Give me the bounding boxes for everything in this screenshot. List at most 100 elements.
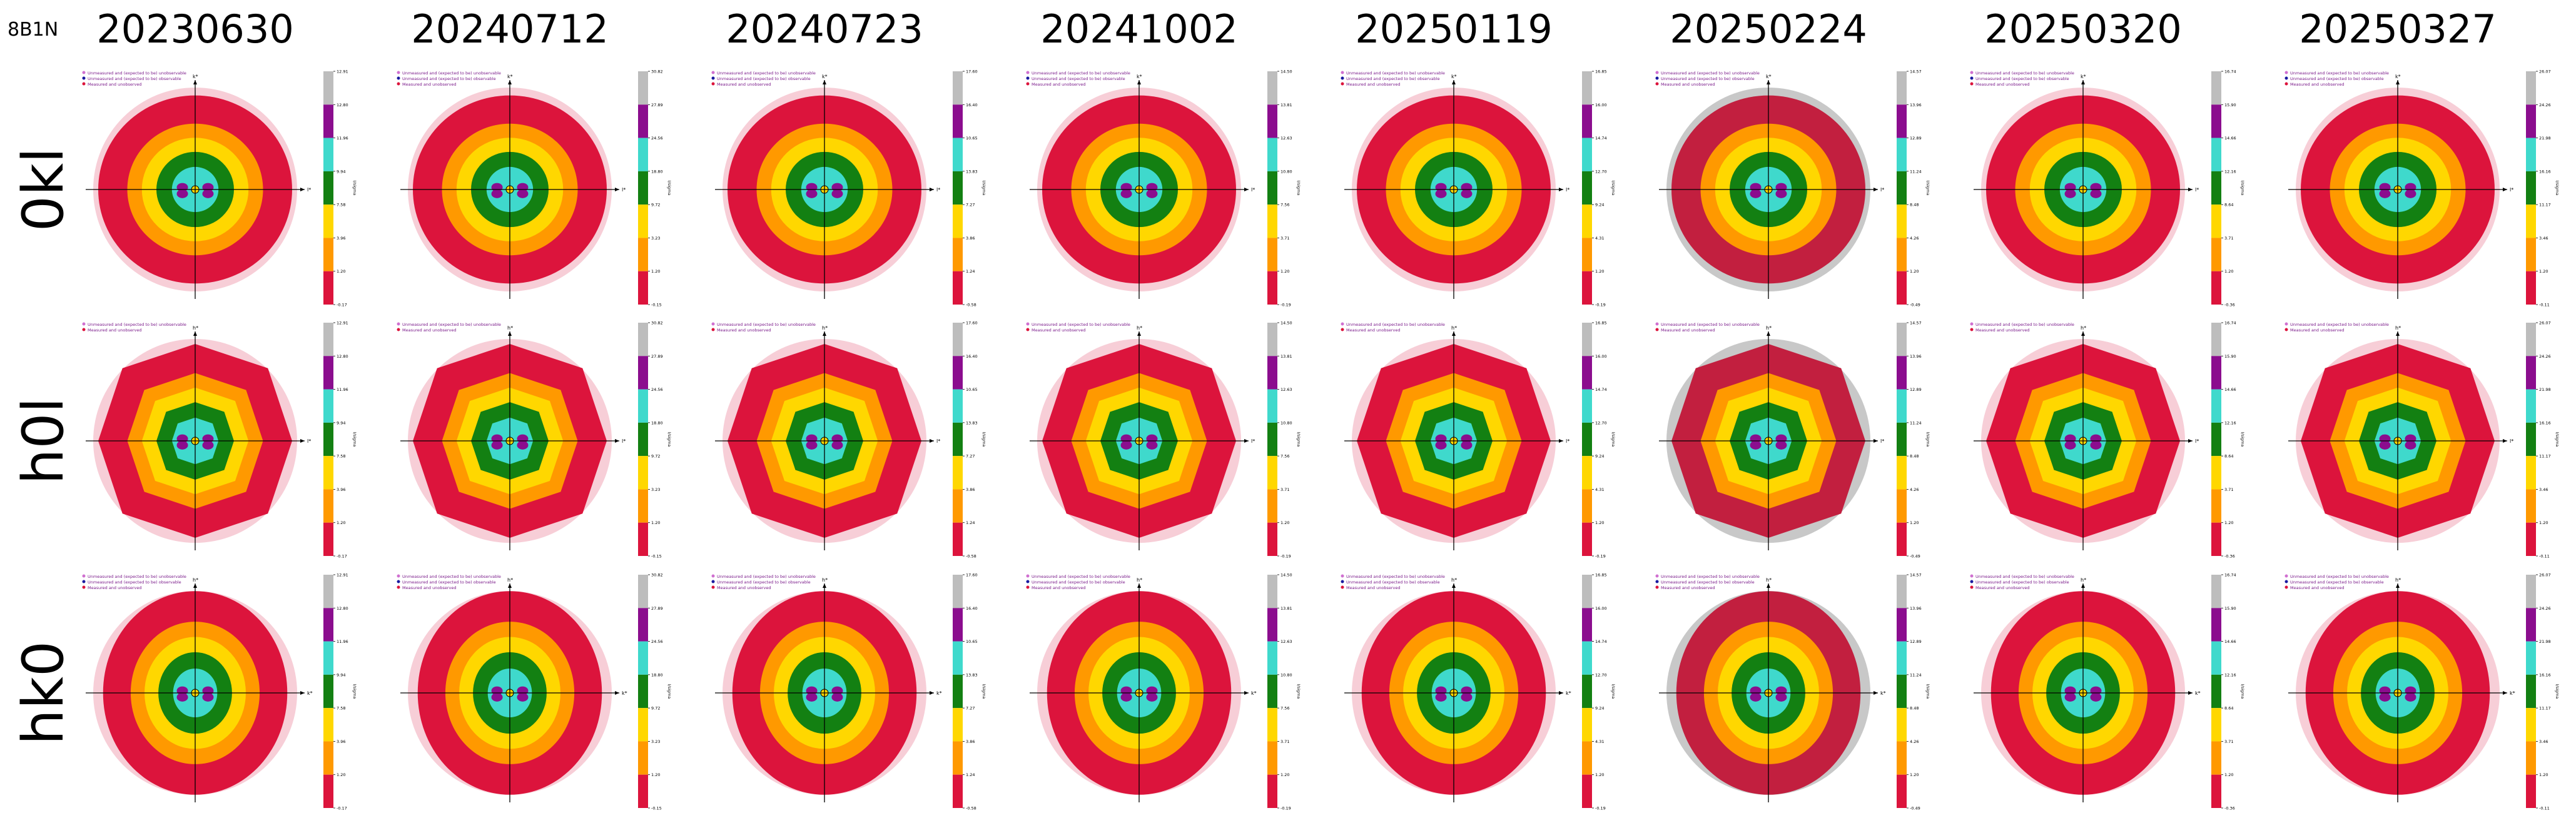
legend-entry: Measured and unobserved: [2290, 328, 2344, 333]
colorbar-tick-label: 8.64: [2224, 706, 2233, 711]
colorbar-segment: [1897, 138, 1907, 171]
legend-entry: Unmeasured and (expected to be) observab…: [88, 76, 181, 81]
colorbar-segment: [638, 456, 648, 490]
axis-arrow: [823, 583, 826, 588]
colorbar-segment: [953, 356, 963, 390]
colorbar-segment: [2526, 456, 2536, 490]
high-intensity-spot: [1775, 440, 1787, 450]
colorbar-tick-label: 12.70: [1595, 169, 1607, 174]
colorbar-tick-label: 7.58: [337, 203, 345, 208]
legend-marker: [397, 322, 400, 326]
colorbar-tick-label: 10.65: [966, 136, 978, 141]
axis-arrow: [2503, 691, 2507, 695]
axis-label: h*: [822, 577, 828, 583]
colorbar-tick-label: 16.16: [2539, 169, 2551, 174]
legend-marker: [82, 71, 86, 74]
colorbar-segment: [1267, 708, 1277, 742]
axis-label: k*: [936, 690, 942, 696]
colorbar-tick-label: -0.49: [1910, 303, 1920, 308]
colorbar-tick-label: 9.94: [337, 672, 345, 677]
high-intensity-spot: [2090, 189, 2102, 198]
colorbar-segment: [953, 641, 963, 675]
colorbar-tick-label: -0.58: [966, 806, 976, 811]
colorbar-tick-label: 12.16: [2224, 672, 2236, 677]
colorbar-segment: [638, 422, 648, 457]
axis-arrow: [1559, 691, 1563, 695]
colorbar-segment: [323, 575, 333, 608]
colorbar-segment: [2211, 422, 2221, 457]
colorbar-segment: [2526, 104, 2536, 138]
colorbar-label: I/sigma: [667, 181, 672, 196]
colorbar-label: I/sigma: [1611, 432, 1616, 447]
colorbar-tick-label: 3.71: [2224, 487, 2233, 492]
colorbar-segment: [1897, 456, 1907, 490]
map-panel: Unmeasured and (expected to be) unobserv…: [1655, 573, 1930, 811]
colorbar-segment: [953, 708, 963, 742]
colorbar-segment: [2211, 104, 2221, 138]
colorbar-tick-label: 7.56: [1280, 454, 1289, 459]
legend-marker: [82, 76, 86, 80]
legend-marker: [1970, 76, 1974, 80]
colorbar-segment: [1897, 238, 1907, 271]
colorbar-tick-label: 11.96: [337, 136, 348, 141]
colorbar-tick-label: 16.85: [1595, 573, 1607, 578]
colorbar-segment: [638, 356, 648, 390]
high-intensity-spot: [1775, 692, 1787, 702]
colorbar-tick-label: 12.80: [337, 606, 348, 611]
colorbar-tick-label: 3.46: [2539, 236, 2548, 241]
legend-entry: Unmeasured and (expected to be) unobserv…: [1661, 71, 1760, 76]
map-panel: Unmeasured and (expected to be) unobserv…: [2284, 573, 2560, 811]
legend-entry: Unmeasured and (expected to be) unobserv…: [402, 574, 501, 579]
axis-label: k*: [1137, 74, 1142, 79]
colorbar-label: I/sigma: [981, 684, 986, 699]
legend-marker: [711, 585, 715, 589]
colorbar-tick-label: -0.19: [1595, 303, 1606, 308]
legend-marker: [1026, 585, 1030, 589]
legend-marker: [1026, 71, 1030, 74]
legend-marker: [1970, 322, 1974, 326]
high-intensity-spot: [1146, 440, 1158, 450]
colorbar-segment: [1267, 489, 1277, 523]
colorbar-segment: [2211, 456, 2221, 490]
legend-marker: [397, 580, 400, 583]
colorbar-segment: [953, 171, 963, 205]
axis-arrow: [1767, 331, 1770, 336]
colorbar-segment: [2211, 641, 2221, 675]
colorbar-segment: [1897, 641, 1907, 675]
legend-entry: Unmeasured and (expected to be) observab…: [1975, 76, 2069, 81]
colorbar-tick-label: 1.20: [651, 772, 660, 777]
column-title: 20250327: [2299, 6, 2497, 52]
axis-label: h*: [1137, 577, 1142, 583]
axis-label: k*: [622, 690, 627, 696]
panel-legend: Unmeasured and (expected to be) unobserv…: [2284, 71, 2389, 87]
colorbar-segment: [1267, 456, 1277, 490]
colorbar-segment: [1267, 71, 1277, 105]
colorbar-segment: [953, 138, 963, 171]
colorbar-segment: [2211, 575, 2221, 608]
colorbar-segment: [1582, 522, 1592, 556]
map-panel: Unmeasured and (expected to be) unobserv…: [711, 573, 986, 811]
colorbar-tick-label: 3.71: [2224, 739, 2233, 744]
colorbar-segment: [953, 489, 963, 523]
colorbar-segment: [323, 741, 333, 775]
legend-marker: [1341, 82, 1344, 86]
colorbar-segment: [953, 104, 963, 138]
colorbar-segment: [638, 204, 648, 238]
colorbar-segment: [1582, 356, 1592, 390]
colorbar-tick-label: 8.48: [1910, 203, 1919, 208]
map-panel: Unmeasured and (expected to be) unobserv…: [711, 321, 986, 559]
colorbar-segment: [953, 389, 963, 423]
legend-entry: Unmeasured and (expected to be) unobserv…: [717, 574, 816, 579]
colorbar-segment: [2526, 774, 2536, 808]
colorbar-segment: [953, 323, 963, 356]
axis-arrow: [2503, 188, 2507, 191]
colorbar-tick-label: -0.15: [651, 303, 662, 308]
axis-label: l*: [622, 438, 626, 444]
colorbar-tick-label: 12.63: [1280, 639, 1292, 644]
high-intensity-spot: [806, 440, 818, 450]
colorbar-segment: [1582, 422, 1592, 457]
legend-marker: [82, 322, 86, 326]
colorbar-tick-label: 3.71: [2224, 236, 2233, 241]
colorbar-segment: [953, 238, 963, 271]
colorbar-segment: [323, 204, 333, 238]
